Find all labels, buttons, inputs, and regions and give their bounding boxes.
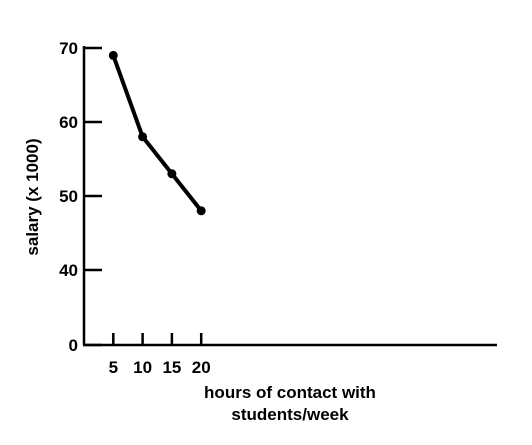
x-tick-label-20: 20	[192, 358, 211, 377]
axes	[82, 46, 497, 347]
data-point-x10	[138, 132, 148, 142]
data-point-x5	[108, 50, 118, 60]
y-tick-label-50: 50	[59, 187, 78, 206]
data-point-x15	[167, 169, 177, 179]
tick-marks	[83, 46, 203, 347]
x-tick-label-5: 5	[109, 358, 118, 377]
x-tick-label-10: 10	[133, 358, 152, 377]
series-group	[108, 50, 206, 216]
x-axis-label-line-2: students/week	[231, 405, 349, 424]
tick-labels: 0 40 50 60 70 5 10 15 20	[59, 39, 211, 377]
y-tick-label-70: 70	[59, 39, 78, 58]
y-tick-label-40: 40	[59, 261, 78, 280]
y-axis-label: salary (x 1000)	[23, 138, 42, 255]
x-tick-label-15: 15	[162, 358, 181, 377]
data-point-x20	[196, 206, 206, 216]
y-tick-label-0: 0	[69, 336, 78, 355]
y-tick-label-60: 60	[59, 113, 78, 132]
x-axis-label-line-1: hours of contact with	[204, 383, 376, 402]
series-line	[111, 54, 203, 213]
